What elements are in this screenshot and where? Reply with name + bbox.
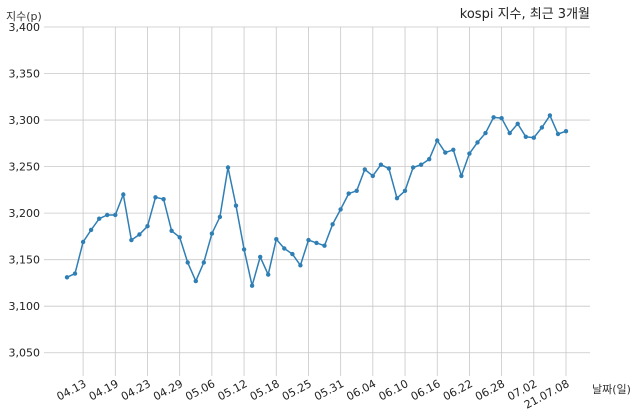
- data-point: [72, 271, 78, 276]
- y-tick-label: 3,150: [9, 254, 41, 267]
- x-tick-label: 04.13: [55, 377, 89, 403]
- y-tick-label: 3,200: [9, 207, 41, 220]
- data-point: [531, 135, 536, 140]
- y-tick-label: 3,250: [9, 161, 41, 174]
- data-point: [185, 260, 190, 265]
- data-point: [105, 212, 110, 218]
- y-axis-label: 지수(p): [6, 10, 42, 23]
- x-tick-label: 04.29: [151, 377, 185, 403]
- x-tick-label: 05.18: [248, 377, 282, 403]
- y-tick-label: 3,400: [9, 21, 41, 34]
- data-point: [201, 260, 206, 265]
- data-point: [322, 243, 327, 248]
- x-tick-label: 06.28: [473, 377, 507, 403]
- data-point: [298, 263, 303, 268]
- data-point: [491, 115, 496, 120]
- data-point: [137, 232, 142, 237]
- data-point: [217, 214, 223, 220]
- data-point: [338, 207, 343, 212]
- x-tick-label: 05.31: [312, 377, 346, 403]
- x-tick-label: 06.22: [441, 377, 475, 403]
- data-point: [145, 224, 150, 229]
- data-point: [113, 212, 118, 218]
- x-tick-label: 06.04: [344, 377, 378, 403]
- data-point: [402, 188, 408, 193]
- data-point: [362, 167, 367, 172]
- grid-lines: [44, 26, 590, 376]
- x-axis-label: 날짜(일): [592, 382, 631, 396]
- y-tick-label: 3,050: [9, 347, 41, 360]
- data-point: [97, 216, 102, 221]
- data-point: [507, 130, 512, 136]
- data-point: [258, 254, 263, 260]
- data-point: [241, 247, 247, 252]
- x-tick-label: 04.23: [119, 377, 153, 403]
- data-point: [475, 140, 480, 145]
- data-point: [129, 237, 134, 243]
- data-point: [523, 134, 528, 139]
- data-point: [88, 227, 94, 233]
- x-tick-label: 05.12: [216, 377, 250, 403]
- series-line: [66, 113, 567, 286]
- data-point: [435, 138, 440, 143]
- x-tick-label: 06.16: [409, 377, 443, 403]
- data-point: [443, 150, 448, 155]
- x-tick-label: 06.10: [377, 377, 411, 403]
- data-point: [306, 237, 311, 243]
- data-point: [225, 165, 231, 170]
- data-point: [290, 251, 295, 257]
- data-point: [515, 121, 520, 127]
- data-point: [169, 228, 174, 233]
- data-point: [459, 173, 464, 179]
- data-point: [209, 231, 215, 236]
- data-point: [249, 283, 255, 288]
- data-point: [370, 173, 375, 179]
- data-point: [153, 195, 158, 200]
- data-point: [177, 235, 182, 240]
- x-tick-label: 05.06: [183, 377, 217, 403]
- data-point: [451, 147, 456, 152]
- data-point: [233, 203, 239, 208]
- chart-title: kospi 지수, 최근 3개월: [460, 7, 590, 22]
- data-point: [274, 237, 279, 242]
- data-point: [555, 131, 561, 137]
- x-tick-label: 04.19: [87, 377, 121, 403]
- y-tick-label: 3,100: [9, 300, 41, 313]
- data-point: [161, 197, 166, 202]
- data-point: [467, 151, 472, 156]
- data-point: [266, 272, 271, 277]
- data-point: [346, 191, 351, 196]
- x-tick-label: 05.25: [280, 377, 314, 403]
- data-point: [499, 116, 504, 121]
- data-point: [427, 157, 432, 162]
- data-point: [394, 196, 400, 201]
- data-point: [80, 239, 86, 245]
- y-axis-ticks: 3,050 3,100 3,150 3,200 3,250 3,300 3,350 3,400: [9, 21, 41, 360]
- data-point: [314, 240, 319, 246]
- data-point: [563, 129, 569, 134]
- data-point: [418, 162, 424, 167]
- data-point: [330, 222, 335, 227]
- data-point: [378, 162, 384, 167]
- y-tick-label: 3,350: [9, 68, 41, 81]
- data-point: [354, 188, 359, 193]
- data-series: [64, 113, 569, 288]
- x-axis-ticks: 04.1304.1904.2304.2905.0605.1205.1805.25…: [55, 377, 572, 411]
- data-point: [64, 275, 70, 280]
- data-point: [121, 192, 126, 197]
- data-point: [547, 113, 553, 118]
- data-point: [483, 130, 488, 136]
- data-point: [386, 166, 392, 171]
- data-point: [282, 246, 287, 251]
- data-point: [539, 125, 545, 130]
- data-point: [410, 165, 416, 170]
- data-point: [193, 278, 198, 284]
- y-tick-label: 3,300: [9, 114, 41, 127]
